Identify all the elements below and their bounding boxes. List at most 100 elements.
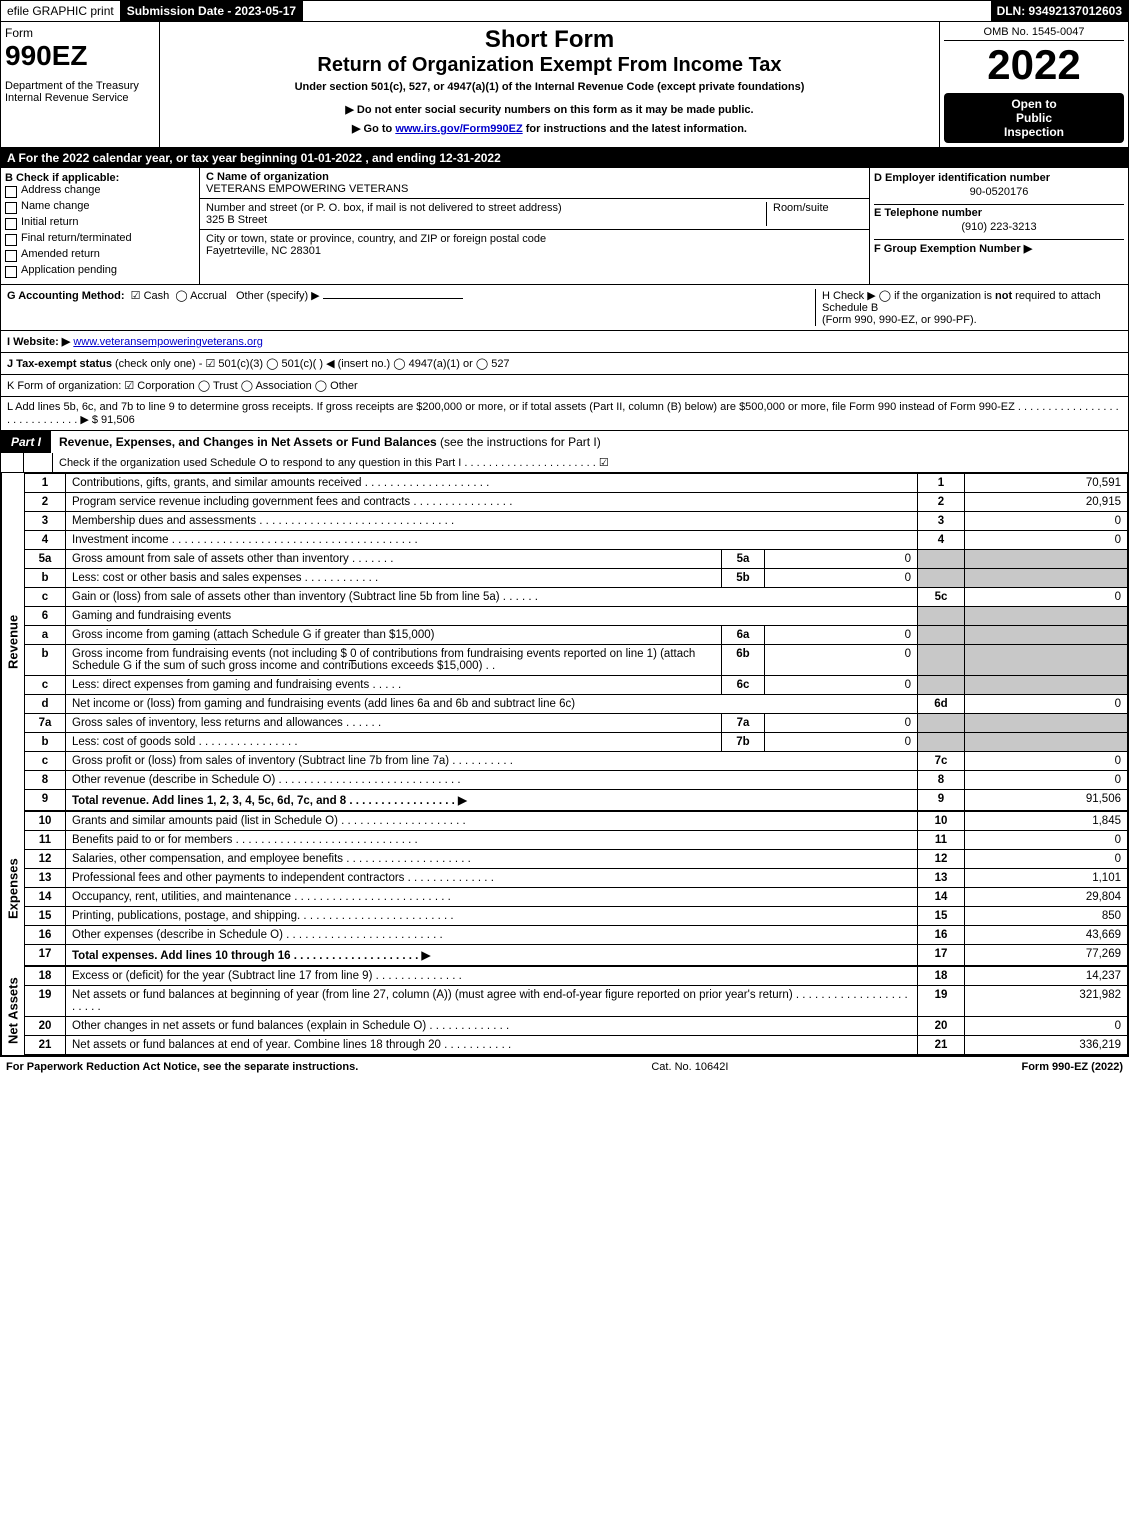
omb-number: OMB No. 1545-0047 xyxy=(944,26,1124,41)
h-text1: H Check ▶ ◯ if the organization is xyxy=(822,290,995,302)
tel-label: E Telephone number xyxy=(874,204,1124,219)
addr-label: Number and street (or P. O. box, if mail… xyxy=(206,202,766,214)
line-6d: dNet income or (loss) from gaming and fu… xyxy=(25,695,1128,714)
header-center: Short Form Return of Organization Exempt… xyxy=(160,22,940,147)
line-8: 8Other revenue (describe in Schedule O) … xyxy=(25,771,1128,790)
open-line2: Public xyxy=(948,111,1120,125)
open-line3: Inspection xyxy=(948,125,1120,139)
line-6b: bGross income from fundraising events (n… xyxy=(25,645,1128,676)
line-14: 14Occupancy, rent, utilities, and mainte… xyxy=(25,888,1128,907)
goto-prefix: ▶ Go to xyxy=(352,123,395,135)
open-line1: Open to xyxy=(948,97,1120,111)
line-7c: cGross profit or (loss) from sales of in… xyxy=(25,752,1128,771)
line-12: 12Salaries, other compensation, and empl… xyxy=(25,850,1128,869)
cb-final-return[interactable]: Final return/terminated xyxy=(5,232,195,246)
g-accrual: Accrual xyxy=(190,290,227,302)
cb-name-change[interactable]: Name change xyxy=(5,200,195,214)
city-row: City or town, state or province, country… xyxy=(200,230,869,260)
row-l-gross-receipts: L Add lines 5b, 6c, and 7b to line 9 to … xyxy=(0,397,1129,431)
part-1-title: Revenue, Expenses, and Changes in Net As… xyxy=(51,431,1128,453)
g-label: G Accounting Method: xyxy=(7,290,125,302)
row-g-h: G Accounting Method: ☑ Cash ◯ Accrual Ot… xyxy=(0,285,1129,331)
line-2: 2Program service revenue including gover… xyxy=(25,493,1128,512)
netassets-table: 18Excess or (deficit) for the year (Subt… xyxy=(24,966,1128,1055)
g-accounting: G Accounting Method: ☑ Cash ◯ Accrual Ot… xyxy=(7,289,815,326)
j-options: (check only one) - ☑ 501(c)(3) ◯ 501(c)(… xyxy=(112,358,510,370)
row-k-org-form: K Form of organization: ☑ Corporation ◯ … xyxy=(0,375,1129,397)
irs-label: Internal Revenue Service xyxy=(5,92,155,104)
org-info-grid: B Check if applicable: Address change Na… xyxy=(0,168,1129,285)
line-6a: aGross income from gaming (attach Schedu… xyxy=(25,626,1128,645)
col-c-org: C Name of organization VETERANS EMPOWERI… xyxy=(200,168,870,284)
schedule-o-check-row: Check if the organization used Schedule … xyxy=(0,453,1129,473)
cb-address-change[interactable]: Address change xyxy=(5,184,195,198)
h-schedule-b: H Check ▶ ◯ if the organization is not r… xyxy=(815,289,1122,326)
short-form-title: Short Form xyxy=(164,26,935,54)
part-1-tab: Part I xyxy=(1,431,51,453)
line-7b: bLess: cost of goods sold . . . . . . . … xyxy=(25,733,1128,752)
dept-treasury: Department of the Treasury xyxy=(5,80,155,92)
section-a: A For the 2022 calendar year, or tax yea… xyxy=(0,148,1129,168)
org-name: VETERANS EMPOWERING VETERANS xyxy=(206,183,863,195)
footer-left: For Paperwork Reduction Act Notice, see … xyxy=(6,1061,358,1073)
expenses-section: Expenses 10Grants and similar amounts pa… xyxy=(0,811,1129,966)
h-text3: (Form 990, 990-EZ, or 990-PF). xyxy=(822,314,977,326)
main-title: Return of Organization Exempt From Incom… xyxy=(164,54,935,77)
room-suite-label: Room/suite xyxy=(766,202,863,226)
ssn-warning: ▶ Do not enter social security numbers o… xyxy=(164,103,935,116)
city-value: Fayetrteville, NC 28301 xyxy=(206,245,863,257)
b-label: B Check if applicable: xyxy=(5,172,195,184)
line-15: 15Printing, publications, postage, and s… xyxy=(25,907,1128,926)
net-assets-section: Net Assets 18Excess or (deficit) for the… xyxy=(0,966,1129,1056)
footer-right: Form 990-EZ (2022) xyxy=(1021,1061,1123,1073)
submission-date: Submission Date - 2023-05-17 xyxy=(121,1,303,21)
group-exemption-label: F Group Exemption Number ▶ xyxy=(874,239,1124,255)
subtitle: Under section 501(c), 527, or 4947(a)(1)… xyxy=(164,81,935,93)
form-number: 990EZ xyxy=(5,40,155,72)
line-6: 6Gaming and fundraising events xyxy=(25,607,1128,626)
line-3: 3Membership dues and assessments . . . .… xyxy=(25,512,1128,531)
expenses-side-label: Expenses xyxy=(1,811,24,966)
i-label: I Website: ▶ xyxy=(7,336,70,348)
g-other: Other (specify) ▶ xyxy=(236,290,320,302)
org-name-label: C Name of organization xyxy=(206,171,863,183)
l-text: L Add lines 5b, 6c, and 7b to line 9 to … xyxy=(7,401,1119,426)
col-d-ein: D Employer identification number 90-0520… xyxy=(870,168,1128,284)
g-cash: Cash xyxy=(144,290,170,302)
org-name-row: C Name of organization VETERANS EMPOWERI… xyxy=(200,168,869,199)
goto-link[interactable]: www.irs.gov/Form990EZ xyxy=(395,123,522,135)
form-word: Form xyxy=(5,26,155,40)
cb-amended-return[interactable]: Amended return xyxy=(5,248,195,262)
row-j-status: J Tax-exempt status (check only one) - ☑… xyxy=(0,353,1129,375)
line-7a: 7aGross sales of inventory, less returns… xyxy=(25,714,1128,733)
line-5c: cGain or (loss) from sale of assets othe… xyxy=(25,588,1128,607)
line-17: 17Total expenses. Add lines 10 through 1… xyxy=(25,945,1128,966)
cb-initial-return[interactable]: Initial return xyxy=(5,216,195,230)
revenue-table: 1Contributions, gifts, grants, and simil… xyxy=(24,473,1128,811)
netassets-side-label: Net Assets xyxy=(1,966,24,1055)
website-link[interactable]: www.veteransempoweringveterans.org xyxy=(73,336,263,348)
footer-center: Cat. No. 10642I xyxy=(651,1061,728,1073)
revenue-side-label: Revenue xyxy=(1,473,24,811)
tel-value: (910) 223-3213 xyxy=(874,221,1124,233)
line-13: 13Professional fees and other payments t… xyxy=(25,869,1128,888)
line-11: 11Benefits paid to or for members . . . … xyxy=(25,831,1128,850)
line-6b-desc: Gross income from fundraising events (no… xyxy=(66,645,722,676)
ein-value: 90-0520176 xyxy=(874,186,1124,198)
cb-application-pending[interactable]: Application pending xyxy=(5,264,195,278)
line-16: 16Other expenses (describe in Schedule O… xyxy=(25,926,1128,945)
line-10: 10Grants and similar amounts paid (list … xyxy=(25,812,1128,831)
line-18: 18Excess or (deficit) for the year (Subt… xyxy=(25,967,1128,986)
addr-value: 325 B Street xyxy=(206,214,766,226)
header-right: OMB No. 1545-0047 2022 Open to Public In… xyxy=(940,22,1128,147)
line-5b: bLess: cost or other basis and sales exp… xyxy=(25,569,1128,588)
line-1: 1Contributions, gifts, grants, and simil… xyxy=(25,474,1128,493)
addr-row: Number and street (or P. O. box, if mail… xyxy=(200,199,869,230)
revenue-section: Revenue 1Contributions, gifts, grants, a… xyxy=(0,473,1129,811)
line-6c: cLess: direct expenses from gaming and f… xyxy=(25,676,1128,695)
expenses-table: 10Grants and similar amounts paid (list … xyxy=(24,811,1128,966)
city-label: City or town, state or province, country… xyxy=(206,233,863,245)
header-left: Form 990EZ Department of the Treasury In… xyxy=(1,22,160,147)
open-to-public: Open to Public Inspection xyxy=(944,93,1124,143)
part-1-title-text: Revenue, Expenses, and Changes in Net As… xyxy=(59,435,440,449)
